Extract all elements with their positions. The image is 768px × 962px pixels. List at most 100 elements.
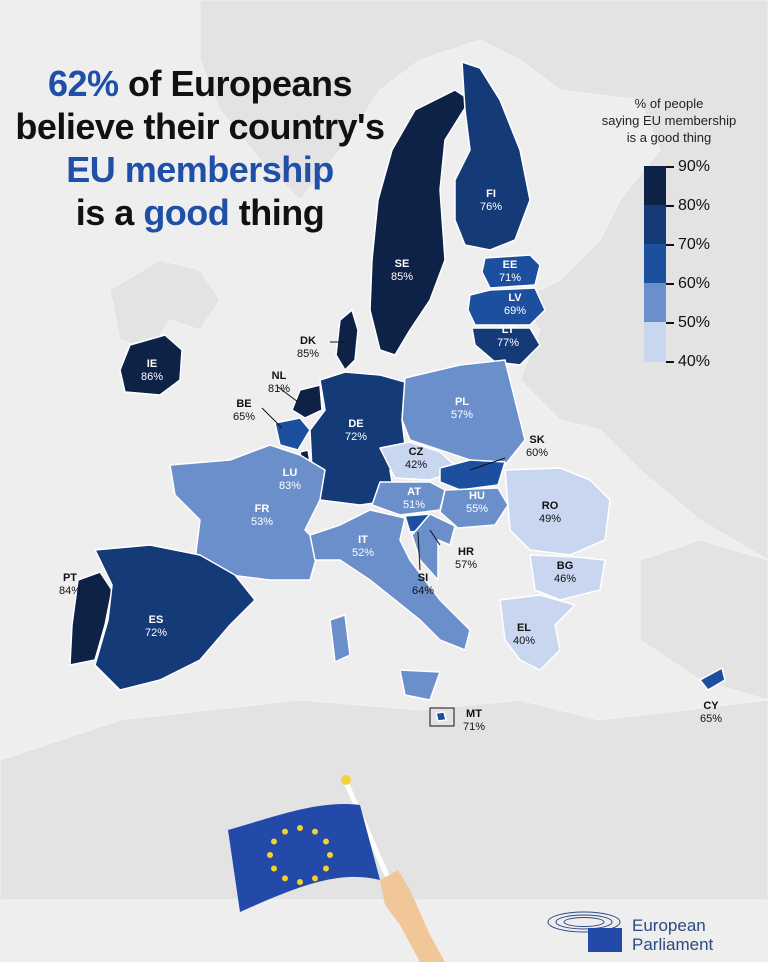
country-code: SE (394, 258, 410, 270)
legend-tick (666, 283, 674, 285)
country-code: FR (254, 503, 270, 515)
legend-swatch (644, 166, 666, 206)
legend-tick (666, 205, 674, 207)
flag-star (267, 852, 273, 858)
country-value: 52% (351, 547, 375, 559)
legend-tick-label: 40% (678, 353, 711, 370)
country-value: 65% (699, 713, 723, 725)
country-code: BG (556, 560, 574, 572)
country-latvia (467, 287, 546, 326)
country-value: 83% (278, 480, 302, 492)
country-label-at: AT 51% (394, 486, 434, 512)
country-bulgaria (529, 554, 606, 601)
country-label-ie: IE 86% (132, 358, 172, 384)
country-label-mt: MT 71% (454, 708, 494, 734)
legend-title-line-1: % of people (634, 96, 704, 111)
country-value: 53% (250, 516, 274, 528)
country-label-si: SI 64% (403, 572, 443, 598)
legend-tick (666, 166, 674, 168)
country-value: 69% (503, 305, 527, 317)
country-code: IE (146, 358, 158, 370)
country-code: SK (529, 434, 545, 446)
legend-tick (666, 361, 674, 363)
country-value: 40% (512, 635, 536, 647)
country-code: IT (358, 534, 368, 546)
country-netherlands (291, 384, 323, 419)
headline-text-4c: thing (229, 192, 325, 233)
country-code: LU (282, 467, 298, 479)
flag-star (312, 828, 318, 835)
country-label-lt: LT 77% (488, 324, 528, 350)
country-label-pt: PT 84% (50, 572, 90, 598)
country-spain (94, 544, 256, 691)
country-label-de: DE 72% (336, 418, 376, 444)
legend-tick (666, 244, 674, 246)
country-code: HU (469, 490, 485, 502)
legend-tick-label: 50% (678, 314, 711, 331)
country-label-be: BE 65% (224, 398, 264, 424)
legend-tick-label: 70% (678, 236, 711, 253)
flag-star (323, 838, 329, 845)
country-value: 84% (58, 585, 82, 597)
country-cyprus (699, 667, 726, 691)
country-code: CZ (408, 446, 424, 458)
country-sicily (399, 669, 441, 701)
country-code: EL (516, 622, 532, 634)
country-code: BE (236, 398, 252, 410)
leader-lines (261, 341, 506, 727)
country-value: 60% (525, 447, 549, 459)
country-hungary (439, 487, 509, 529)
legend-swatch (644, 205, 666, 245)
legend-tick-label: 80% (678, 197, 711, 214)
country-code: RO (541, 500, 559, 512)
country-value: 64% (411, 585, 435, 597)
country-value: 46% (553, 573, 577, 585)
country-code: DE (348, 418, 364, 430)
country-value: 51% (402, 499, 426, 511)
flag-star (271, 865, 277, 872)
country-label-hr: HR 57% (446, 546, 486, 572)
country-code: PT (62, 572, 78, 584)
country-value: 86% (140, 371, 164, 383)
country-code: ES (148, 614, 164, 626)
headline-text-2: believe their country's (15, 106, 385, 147)
legend-swatch (644, 244, 666, 284)
legend-tick-label: 90% (678, 158, 711, 175)
flag-star (271, 838, 277, 845)
country-value: 76% (479, 201, 503, 213)
country-denmark (335, 309, 359, 371)
country-code: LT (501, 324, 515, 336)
country-label-ee: EE 71% (490, 259, 530, 285)
logo-line-1: European (632, 916, 706, 935)
country-value: 57% (450, 409, 474, 421)
country-value: 71% (498, 272, 522, 284)
country-ireland (119, 334, 183, 396)
legend-tick-label: 60% (678, 275, 711, 292)
country-value: 57% (454, 559, 478, 571)
country-value: 71% (462, 721, 486, 733)
country-slovakia (439, 459, 506, 491)
country-sweden (369, 89, 471, 356)
country-greece (499, 594, 576, 671)
flag-star (327, 852, 333, 858)
country-value: 85% (296, 348, 320, 360)
legend-swatch (644, 283, 666, 323)
european-parliament-logo (547, 911, 622, 952)
country-malta (435, 711, 447, 722)
logo-text: European Parliament (632, 916, 713, 954)
country-label-se: SE 85% (382, 258, 422, 284)
country-lithuania (471, 327, 541, 366)
flag-star (312, 875, 318, 882)
country-label-nl: NL 81% (259, 370, 299, 396)
country-label-fi: FI 76% (471, 188, 511, 214)
legend-swatch (644, 322, 666, 362)
country-value: 55% (465, 503, 489, 515)
logo-line-2: Parliament (632, 935, 714, 954)
country-estonia (481, 254, 541, 289)
country-value: 81% (267, 383, 291, 395)
flag-star (297, 879, 303, 885)
country-code: AT (407, 486, 421, 498)
headline-text-3: EU membership (66, 149, 334, 190)
headline-text-1: of Europeans (118, 63, 353, 104)
